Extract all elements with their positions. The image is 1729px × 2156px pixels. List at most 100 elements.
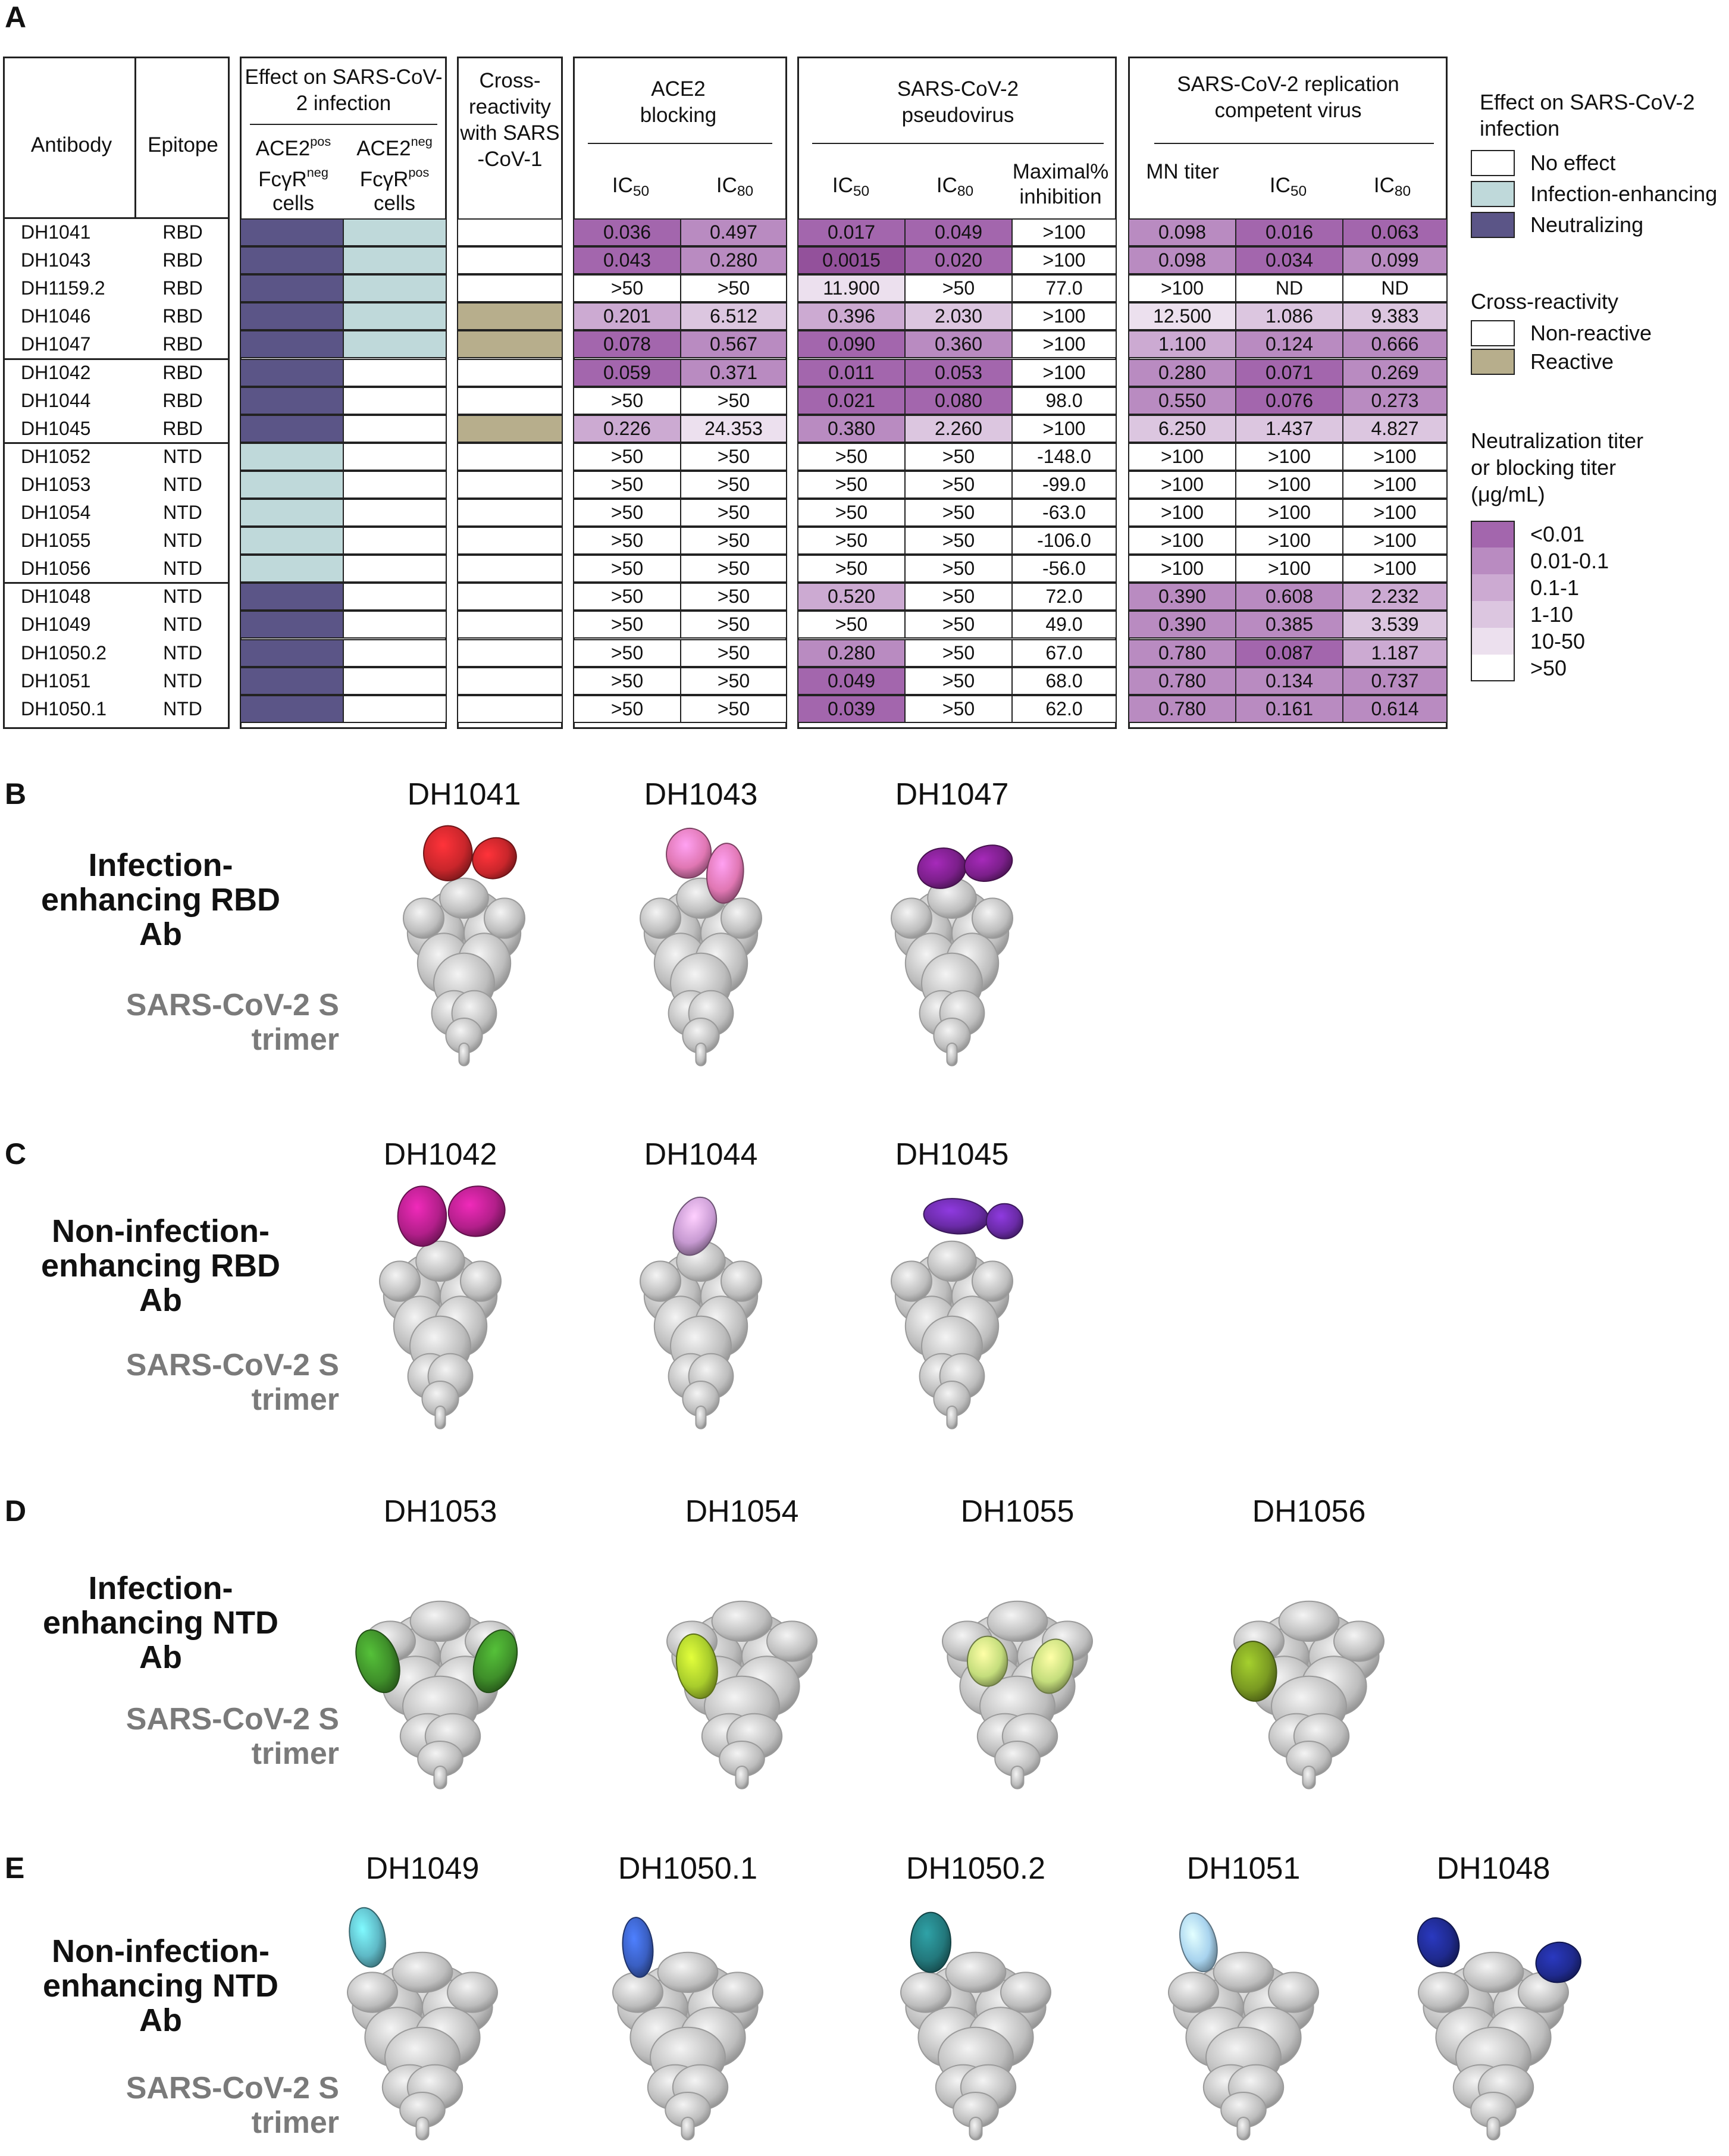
- live-virus-cell: 6.250: [1128, 414, 1236, 443]
- effect-ace2pos-cell: [240, 218, 344, 246]
- legend-enhancing-label: Infection-enhancing: [1530, 182, 1718, 206]
- cross-reactivity-cell: [457, 555, 563, 583]
- antibody-map-label: DH1055: [960, 1494, 1075, 1529]
- effect-ace2neg-cell: [343, 555, 447, 583]
- epitope: RBD: [162, 277, 203, 299]
- epitope: NTD: [163, 614, 202, 636]
- ace2-blocking-cell: >50: [573, 583, 681, 611]
- live-virus-cell: 1.187: [1342, 639, 1448, 667]
- s-trimer-density: [666, 1600, 817, 1789]
- ace2-blocking-cell: >50: [573, 666, 681, 695]
- ace2-blocking-cell: >50: [680, 694, 787, 723]
- cross-reactivity-cell: [457, 358, 563, 387]
- cross-reactivity-cell: [457, 386, 563, 415]
- live-virus-cell: 0.098: [1128, 218, 1236, 246]
- pseudovirus-cell: >50: [904, 694, 1013, 723]
- live-virus-cell: 0.390: [1128, 611, 1236, 639]
- fab-density: [397, 1185, 506, 1247]
- pseudovirus-cell: 11.900: [797, 274, 906, 303]
- live-virus-cell: 0.269: [1342, 358, 1448, 387]
- live-virus-cell: 0.087: [1235, 639, 1343, 667]
- effect-ace2neg-cell: [343, 246, 447, 275]
- s-trimer-density: [900, 1951, 1051, 2141]
- legend-titer-swatch: [1471, 628, 1515, 655]
- ace2-blocking-cell: >50: [680, 499, 787, 527]
- pseudovirus-cell: 62.0: [1011, 694, 1117, 723]
- em-map: [666, 1600, 817, 1789]
- ace2-blocking-cell: >50: [680, 583, 787, 611]
- live-virus-cell: 0.550: [1128, 386, 1236, 415]
- em-map: [355, 1600, 518, 1789]
- header-cross: Cross-reactivity with SARS -CoV-1: [460, 69, 560, 171]
- antibody-name: DH1159.2: [21, 277, 105, 299]
- ace2-blocking-cell: >50: [573, 499, 681, 527]
- ace2-blocking-cell: 0.036: [573, 218, 681, 246]
- live-virus-cell: 0.280: [1128, 358, 1236, 387]
- live-virus-cell: >100: [1128, 274, 1236, 303]
- pseudovirus-cell: 0.049: [797, 666, 906, 695]
- em-map: [891, 844, 1013, 1066]
- live-virus-cell: >100: [1342, 442, 1448, 471]
- ace2-blocking-cell: 0.078: [573, 330, 681, 359]
- antibody-name: DH1050.2: [21, 642, 107, 664]
- trimer-label: SARS-CoV-2 S trimer: [126, 2071, 339, 2140]
- header-live-ic50: IC50: [1269, 174, 1307, 199]
- pseudovirus-cell: >50: [904, 583, 1013, 611]
- ace2-blocking-cell: >50: [573, 470, 681, 499]
- s-trimer-density: [1233, 1600, 1385, 1789]
- fab-density: [423, 825, 517, 881]
- s-trimer-density: [891, 1240, 1013, 1429]
- cross-reactivity-cell: [457, 246, 563, 275]
- pseudovirus-cell: 0.380: [797, 414, 906, 443]
- pseudovirus-cell: 0.396: [797, 302, 906, 331]
- antibody-map-label: DH1043: [644, 777, 758, 812]
- pseudovirus-cell: >50: [904, 442, 1013, 471]
- panel-label-c: C: [5, 1137, 27, 1171]
- epitope: RBD: [162, 305, 203, 327]
- legend-non-reactive-label: Non-reactive: [1530, 321, 1652, 345]
- live-virus-cell: 1.437: [1235, 414, 1343, 443]
- em-map: [379, 1185, 506, 1429]
- s-trimer-density: [347, 1951, 498, 2141]
- pseudovirus-cell: 0.020: [904, 246, 1013, 275]
- antibody-name: DH1056: [21, 558, 91, 580]
- ace2-blocking-cell: >50: [573, 527, 681, 555]
- header-antibody: Antibody: [30, 133, 112, 157]
- ace2-blocking-cell: 24.353: [680, 414, 787, 443]
- live-virus-cell: 0.034: [1235, 246, 1343, 275]
- effect-ace2pos-cell: [240, 694, 344, 723]
- legend-titer-label: 1-10: [1530, 602, 1574, 627]
- ace2-blocking-cell: >50: [680, 527, 787, 555]
- pseudovirus-cell: 2.260: [904, 414, 1013, 443]
- s-trimer-density: [379, 1240, 502, 1429]
- panel-label-a: A: [5, 1, 27, 34]
- live-virus-cell: >100: [1128, 442, 1236, 471]
- pseudovirus-cell: 0.080: [904, 386, 1013, 415]
- pseudovirus-cell: 0.280: [797, 639, 906, 667]
- legend-neutralizing-label: Neutralizing: [1530, 212, 1644, 237]
- effect-ace2pos-cell: [240, 555, 344, 583]
- header-ace2-ic50: IC50: [612, 174, 650, 199]
- effect-ace2pos-cell: [240, 414, 344, 443]
- trimer-label: SARS-CoV-2 S trimer: [126, 1348, 339, 1417]
- s-trimer-density: [1418, 1951, 1569, 2141]
- cross-reactivity-cell: [457, 583, 563, 611]
- antibody-name: DH1055: [21, 530, 91, 552]
- antibody-name: DH1042: [21, 361, 91, 383]
- cross-reactivity-cell: [457, 666, 563, 695]
- live-virus-cell: 2.232: [1342, 583, 1448, 611]
- header-pseudovirus: SARS-CoV-2 pseudovirus: [897, 77, 1019, 127]
- fab-density: [1179, 1912, 1218, 1973]
- ace2-divider: [588, 143, 772, 144]
- effect-ace2pos-cell: [240, 639, 344, 667]
- ace2-blocking-cell: >50: [680, 274, 787, 303]
- pseudovirus-cell: 0.011: [797, 358, 906, 387]
- ace2-blocking-cell: >50: [680, 666, 787, 695]
- fab-density: [917, 844, 1013, 889]
- antibody-name: DH1048: [21, 586, 91, 608]
- effect-ace2pos-cell: [240, 499, 344, 527]
- antibody-name: DH1050.1: [21, 697, 107, 719]
- legend-non-reactive-swatch: [1471, 320, 1515, 346]
- panel-label-e: E: [5, 1851, 25, 1885]
- antibody-map-label: DH1041: [407, 777, 521, 812]
